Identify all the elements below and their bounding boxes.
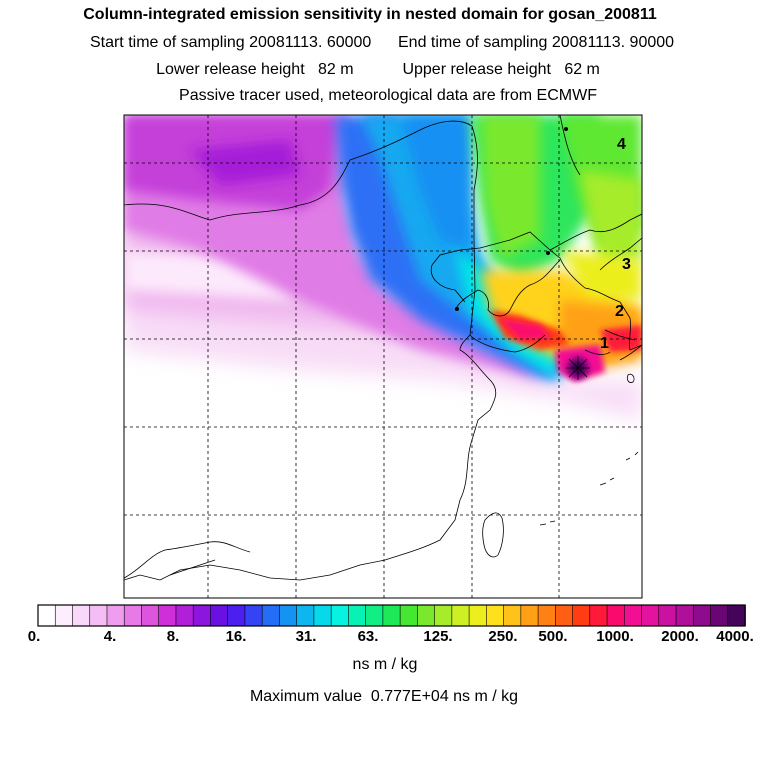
colorbar-swatch bbox=[261, 604, 281, 627]
colorbar-outline bbox=[37, 604, 746, 627]
map-title: Column-integrated emission sensitivity i… bbox=[83, 6, 657, 23]
trajectory-marker-2: 2 bbox=[615, 303, 624, 320]
colorbar-swatch bbox=[555, 604, 574, 627]
map-frame bbox=[123, 114, 643, 599]
colorbar-swatch bbox=[434, 604, 453, 627]
graticule bbox=[124, 115, 642, 598]
colorbar-tick-label: 63. bbox=[357, 628, 379, 645]
colorbar-swatch bbox=[175, 604, 194, 627]
colorbar-swatch bbox=[54, 604, 74, 627]
colorbar-swatch bbox=[89, 604, 108, 627]
colorbar-swatch bbox=[727, 604, 746, 627]
colorbar-tick-label: 250. bbox=[488, 628, 518, 645]
colorbar-swatch bbox=[123, 604, 143, 627]
colorbar-swatch bbox=[313, 604, 332, 627]
colorbar-swatch bbox=[72, 604, 91, 627]
colorbar-tick-label: 31. bbox=[295, 628, 317, 645]
tracer-info-line: Passive tracer used, meteorological data… bbox=[179, 87, 597, 104]
colorbar-swatch bbox=[606, 604, 626, 627]
colorbar-tick-label: 1000. bbox=[596, 628, 634, 645]
colorbar-swatch bbox=[451, 604, 470, 627]
colorbar-tick-label: 0. bbox=[27, 628, 41, 645]
colorbar-swatch bbox=[572, 604, 591, 627]
colorbar-swatch bbox=[399, 604, 419, 627]
colorbar-swatch bbox=[417, 604, 436, 627]
colorbar-units: ns m / kg bbox=[352, 656, 418, 673]
colorbar-swatch bbox=[365, 604, 384, 627]
trajectory-marker-1: 1 bbox=[600, 335, 609, 352]
colorbar-swatch bbox=[658, 604, 677, 627]
release-height-line: Lower release height 82 m Upper release … bbox=[156, 61, 600, 78]
colorbar-swatch bbox=[106, 604, 126, 627]
city-dot bbox=[546, 251, 550, 255]
city-dot bbox=[455, 307, 459, 311]
colorbar-swatch bbox=[279, 604, 298, 627]
colorbar-swatch bbox=[623, 604, 643, 627]
colorbar-swatch bbox=[141, 604, 160, 627]
colorbar bbox=[37, 604, 746, 627]
maximum-value-label: Maximum value 0.777E+04 ns m / kg bbox=[249, 688, 519, 705]
plume-field bbox=[124, 115, 642, 598]
colorbar-swatch bbox=[589, 604, 608, 627]
colorbar-tick-label: 4. bbox=[103, 628, 117, 645]
colorbar-swatch bbox=[520, 604, 539, 627]
colorbar-tick-label: 4000. bbox=[716, 628, 754, 645]
colorbar-tick-label: 16. bbox=[225, 628, 247, 645]
colorbar-swatch bbox=[710, 604, 729, 627]
colorbar-swatch bbox=[348, 604, 367, 627]
colorbar-tick-label: 8. bbox=[166, 628, 180, 645]
colorbar-swatch bbox=[486, 604, 505, 627]
colorbar-swatch bbox=[692, 604, 712, 627]
colorbar-swatch bbox=[537, 604, 557, 627]
trajectory-marker-4: 4 bbox=[617, 136, 626, 153]
colorbar-swatch bbox=[296, 604, 315, 627]
colorbar-swatch bbox=[330, 604, 350, 627]
colorbar-swatch bbox=[641, 604, 660, 627]
receptor-star-icon bbox=[566, 356, 590, 380]
colorbar-tick-label: 2000. bbox=[661, 628, 699, 645]
colorbar-swatch bbox=[503, 604, 522, 627]
colorbar-tick-label: 125. bbox=[423, 628, 453, 645]
colorbar-swatch bbox=[210, 604, 229, 627]
colorbar-swatch bbox=[468, 604, 488, 627]
sampling-time-line: Start time of sampling 20081113. 60000 E… bbox=[89, 34, 675, 51]
colorbar-swatch bbox=[227, 604, 246, 627]
trajectory-marker-3: 3 bbox=[622, 256, 631, 273]
city-dot bbox=[564, 127, 568, 131]
colorbar-swatch bbox=[382, 604, 401, 627]
colorbar-swatch bbox=[675, 604, 695, 627]
colorbar-swatch bbox=[158, 604, 177, 627]
colorbar-swatch bbox=[192, 604, 212, 627]
colorbar-swatch bbox=[244, 604, 263, 627]
colorbar-tick-label: 500. bbox=[538, 628, 568, 645]
colorbar-swatch bbox=[37, 604, 57, 627]
